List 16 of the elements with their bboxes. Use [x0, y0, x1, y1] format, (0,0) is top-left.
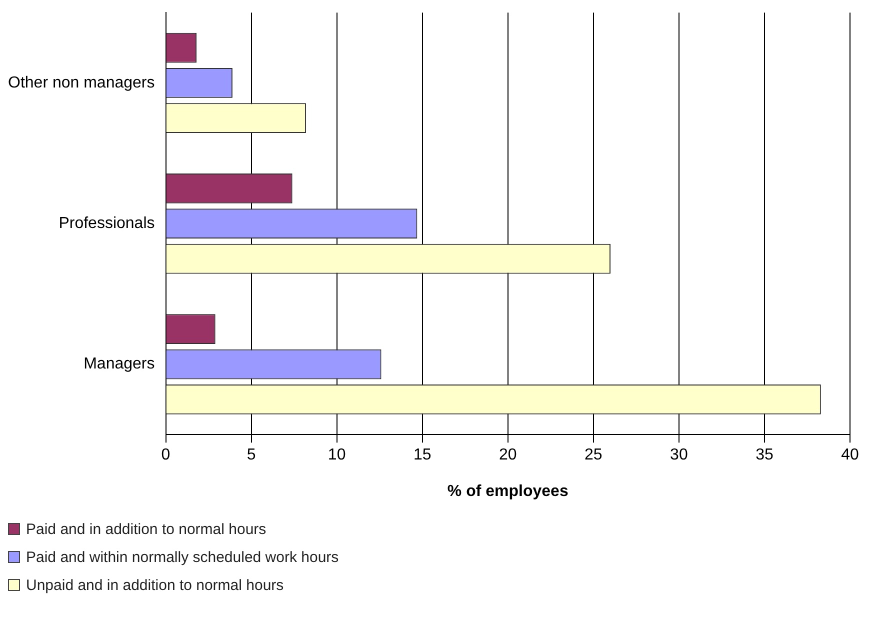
- x-tick-label: 30: [670, 446, 688, 464]
- x-tick-label: 25: [584, 446, 602, 464]
- x-tick-label: 10: [328, 446, 346, 464]
- y-tick-label: Professionals: [58, 215, 155, 232]
- legend-label: Paid and in addition to normal hours: [26, 520, 266, 538]
- x-tick-label: 5: [246, 446, 256, 464]
- legend-label: Paid and within normally scheduled work hours: [26, 548, 339, 566]
- x-tick-label: 20: [498, 446, 517, 464]
- y-tick-label: Managers: [84, 356, 155, 373]
- legend-label: Unpaid and in addition to normal hours: [26, 576, 284, 594]
- y-tick-label: Other non managers: [8, 74, 155, 92]
- x-tick-label: 0: [161, 446, 170, 464]
- x-axis-title: % of employees: [447, 482, 568, 500]
- x-tick-label: 35: [756, 446, 774, 464]
- x-tick-label: 40: [841, 446, 859, 464]
- x-tick-label: 15: [413, 446, 432, 464]
